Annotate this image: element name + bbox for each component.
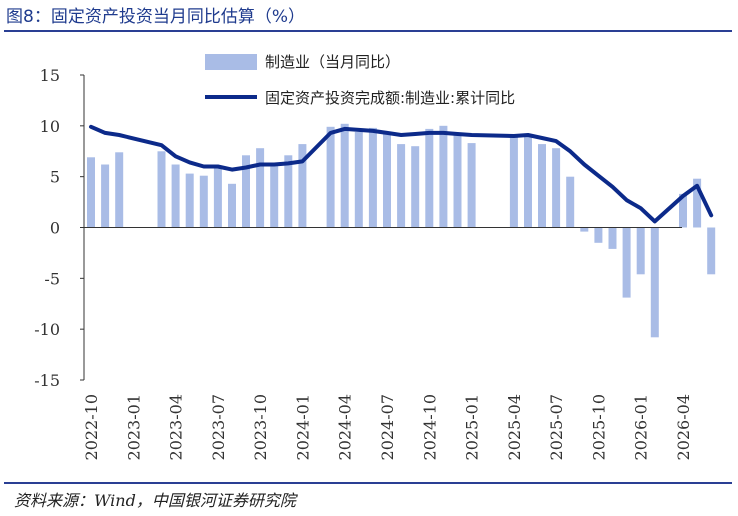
bar-2023-11	[270, 165, 279, 228]
bar-2024-09	[411, 146, 420, 228]
bar-2026-01	[636, 227, 645, 275]
bar-2024-03	[326, 126, 335, 228]
bar-2025-12	[622, 227, 631, 298]
x-tick-label: 2025-07	[547, 394, 566, 460]
bar-2024-10	[425, 128, 434, 228]
y-tick-label: -15	[34, 371, 60, 390]
bar-2025-11	[608, 227, 617, 249]
bar-2024-04	[340, 123, 349, 228]
legend-bar-swatch	[205, 54, 257, 70]
bar-2024-01	[298, 144, 307, 228]
y-tick-label: -5	[44, 269, 60, 288]
cumulative-line	[89, 124, 714, 224]
x-tick-label: 2026-01	[632, 394, 651, 460]
top-rule	[4, 30, 732, 32]
x-tick-label: 2024-01	[293, 394, 312, 460]
bar-2024-08	[397, 144, 406, 228]
bar-2024-07	[383, 134, 391, 228]
bar-undefined	[707, 227, 716, 275]
x-tick-label: 2024-10	[420, 394, 439, 460]
y-tick-label: 10	[40, 117, 60, 136]
x-tick-label: 2025-04	[505, 394, 524, 460]
figure-title: 图8：固定资产投资当月同比估算（%）	[6, 7, 305, 27]
x-tick-labels: 2022-10 2023-01 2023-04 2023-07 2023-10 2024-…	[82, 394, 693, 460]
x-tick-label: 2025-10	[589, 394, 608, 460]
legend-line-label: 固定资产投资完成额:制造业:累计同比	[265, 89, 515, 107]
bar-2022-12	[115, 152, 124, 228]
bar-2024-12	[453, 132, 462, 228]
bar-2024-05	[354, 131, 363, 228]
bar-2025-08	[566, 176, 575, 228]
x-tick-label: 2023-01	[124, 394, 143, 460]
x-tick-label: 2022-10	[82, 394, 101, 460]
bar-2024-11	[439, 125, 448, 228]
source-note: 资料来源：Wind，中国银河证券研究院	[14, 491, 296, 510]
axes	[80, 74, 682, 381]
bottom-rule	[4, 482, 732, 484]
bar-2022-11	[101, 164, 110, 228]
bar-2026-04	[679, 193, 687, 228]
bar-2023-09	[242, 155, 250, 228]
y-tick-label: 15	[40, 66, 60, 85]
bar-2025-01	[467, 143, 476, 228]
bar-2023-10	[256, 148, 265, 228]
bar-2025-07	[552, 148, 561, 228]
bar-2023-05	[185, 173, 194, 228]
bar-2025-04	[509, 137, 518, 228]
x-tick-label: 2023-10	[251, 394, 270, 460]
bar-2023-06	[199, 175, 208, 228]
bar-2022-10	[87, 157, 95, 228]
bar-2025-06	[538, 144, 546, 228]
y-tick-label: -10	[34, 320, 60, 339]
x-tick-label: 2025-01	[463, 394, 482, 460]
bar-undefined	[693, 178, 702, 228]
chart-svg: 15 10 5 0 -5 -10 -15 2022-10 2023-01 2023-04 2023…	[34, 53, 716, 460]
bar-series	[87, 123, 716, 338]
x-tick-label: 2024-04	[336, 394, 355, 460]
x-tick-label: 2023-04	[167, 394, 186, 460]
bar-2025-09	[580, 227, 589, 232]
line-series	[89, 124, 714, 224]
bar-2026-02	[650, 227, 659, 338]
bar-2024-06	[368, 127, 377, 228]
bar-2023-03	[157, 151, 166, 228]
legend-bar-label: 制造业（当月同比）	[265, 53, 400, 71]
bar-2023-12	[284, 155, 293, 228]
y-tick-label: 5	[50, 168, 60, 187]
bar-2025-05	[524, 137, 532, 228]
x-tick-label: 2023-07	[209, 394, 228, 460]
bar-2023-04	[171, 164, 180, 228]
y-tick-label: 0	[50, 219, 60, 238]
y-tick-labels: 15 10 5 0 -5 -10 -15	[34, 66, 60, 390]
bar-2023-08	[228, 183, 236, 228]
legend: 制造业（当月同比） 固定资产投资完成额:制造业:累计同比	[205, 53, 515, 107]
bar-2025-10	[594, 227, 603, 243]
bar-2023-07	[213, 167, 222, 228]
x-tick-label: 2026-04	[674, 394, 693, 460]
x-tick-label: 2024-07	[378, 394, 397, 460]
